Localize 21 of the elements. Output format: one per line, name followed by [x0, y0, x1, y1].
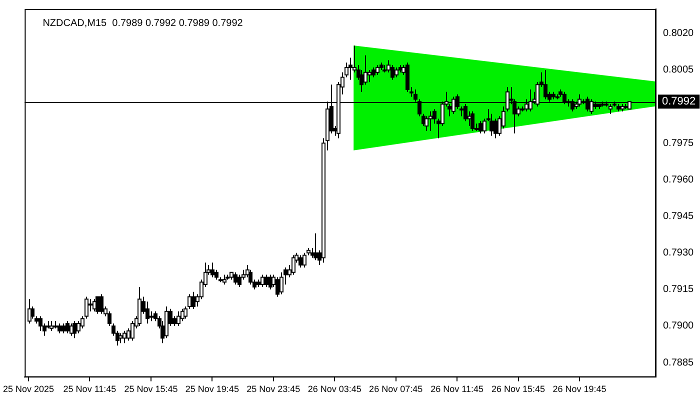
y-tick-label: 0.7945	[663, 211, 694, 222]
y-tick-label: 0.7885	[663, 357, 694, 368]
x-tick-label: 26 Nov 11:45	[430, 384, 484, 394]
y-tick-label: 0.7915	[663, 284, 694, 296]
x-tick-label: 26 Nov 19:45	[552, 384, 606, 394]
x-tick-label: 25 Nov 2025	[2, 384, 54, 394]
ref-line-label: 0.7992	[662, 96, 696, 108]
text: NZDCAD,M15 0.7989 0.7992 0.7989 0.7992	[42, 18, 244, 29]
y-tick-label: 0.7930	[663, 248, 694, 259]
x-tick-label: 25 Nov 15:45	[124, 384, 178, 394]
y-tick-label: 0.8005	[663, 64, 694, 76]
x-tick-label: 25 Nov 23:45	[246, 384, 300, 394]
x-tick-label: 25 Nov 19:45	[185, 384, 239, 394]
y-tick-label: 0.7900	[663, 320, 694, 332]
y-tick-label: 0.7975	[663, 138, 694, 149]
y-tick-label: 0.8020	[663, 28, 694, 40]
x-tick-label: 26 Nov 07:45	[369, 384, 423, 394]
x-tick-label: 25 Nov 11:45	[63, 384, 116, 394]
y-tick-label: 0.7960	[663, 174, 694, 186]
x-tick-label: 26 Nov 03:45	[308, 384, 362, 394]
x-tick-label: 26 Nov 15:45	[491, 384, 546, 394]
